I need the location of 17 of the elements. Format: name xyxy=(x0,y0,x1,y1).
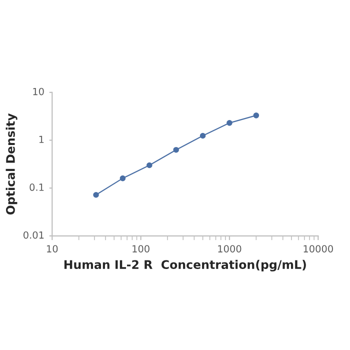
y-tick-label: 1 xyxy=(39,136,44,143)
x-axis-title: Human IL-2 R Concentration(pg/mL) xyxy=(64,260,306,272)
x-tick-label: 1000 xyxy=(218,245,242,252)
point xyxy=(226,120,232,126)
point xyxy=(146,162,152,168)
point xyxy=(93,192,99,198)
y-axis-title: Optical Density xyxy=(6,113,18,215)
x-tick-label: 10000 xyxy=(304,245,333,252)
x-tick-label: 100 xyxy=(132,245,150,252)
point xyxy=(120,175,126,182)
point xyxy=(173,146,179,153)
y-tick-label: 0.01 xyxy=(24,231,44,239)
x-tick-label: 10 xyxy=(47,245,58,252)
y-tick-label: 10 xyxy=(33,88,44,96)
point xyxy=(253,112,260,118)
y-tick-label: 0.1 xyxy=(30,184,44,191)
point xyxy=(200,132,206,139)
